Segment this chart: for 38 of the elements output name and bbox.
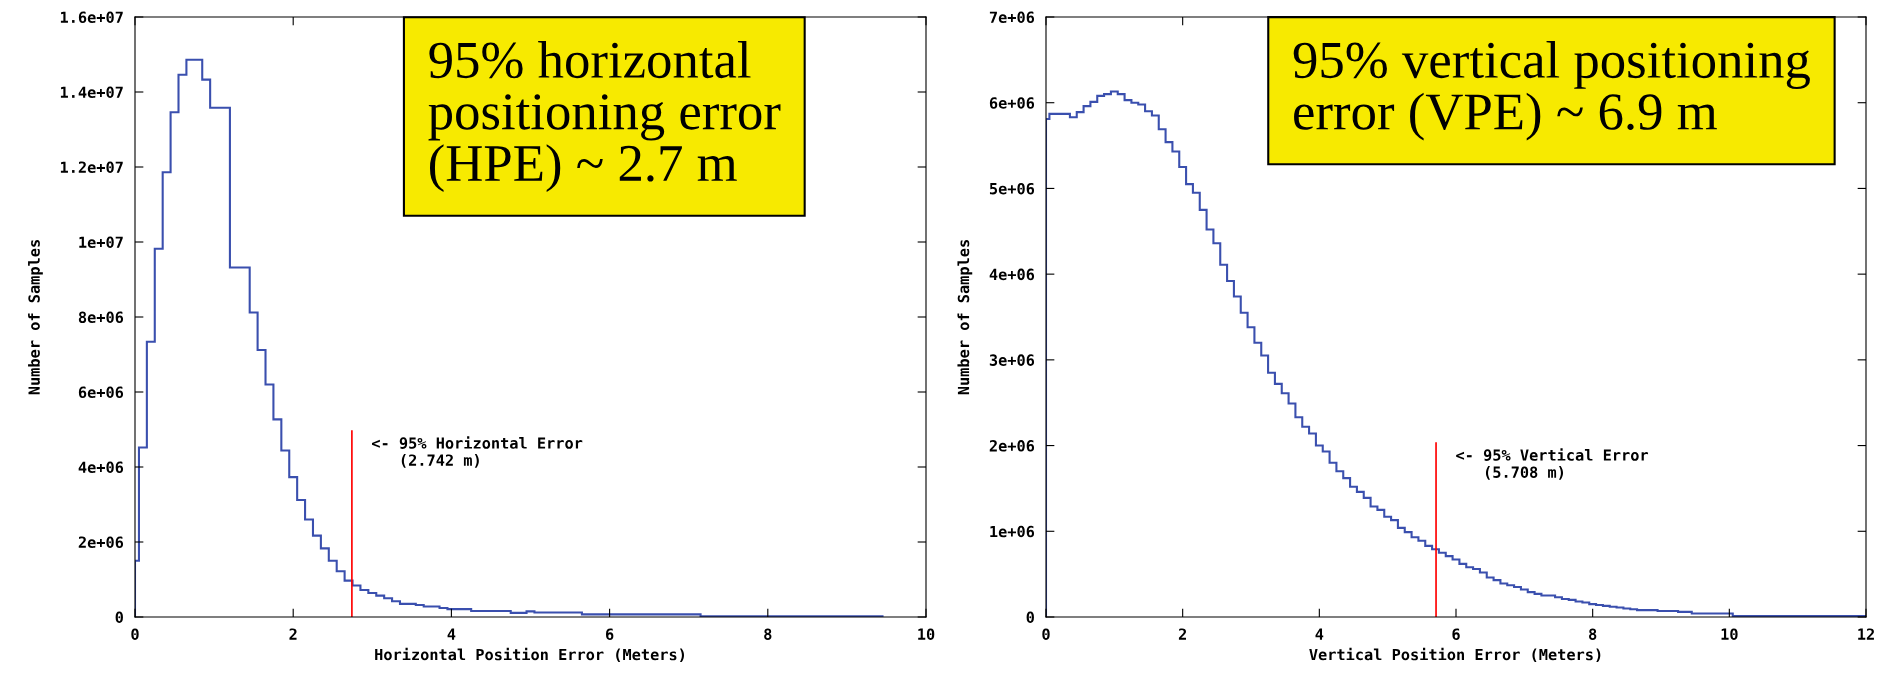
ref-line-label: <- 95% Vertical Error (5.708 m) xyxy=(1456,448,1649,480)
x-tick-label: 6 xyxy=(1452,628,1460,640)
y-tick-label: 6e+06 xyxy=(78,386,124,399)
y-tick-label: 4e+06 xyxy=(989,268,1035,281)
x-tick-label: 2 xyxy=(289,628,297,640)
y-tick-label: 5e+06 xyxy=(989,182,1035,195)
x-tick-label: 4 xyxy=(1315,628,1324,640)
y-tick-label: 1e+06 xyxy=(990,525,1035,538)
y-tick-label: 8e+06 xyxy=(78,311,124,324)
x-tick-label: 10 xyxy=(1721,628,1738,640)
x-axis-title: Horizontal Position Error (Meters) xyxy=(375,647,685,663)
y-tick-label: 2e+06 xyxy=(78,536,124,549)
annotation: 95% horizontal positioning error (HPE) ~ 2.7 m xyxy=(428,41,781,193)
y-axis-title: Number of Samples xyxy=(28,240,43,395)
x-axis-title: Vertical Position Error (Meters) xyxy=(1309,647,1601,663)
y-tick-label: 0 xyxy=(1026,611,1034,624)
y-tick-label: 1.6e+07 xyxy=(60,11,123,24)
ref-line-label: <- 95% Horizontal Error (2.742 m) xyxy=(371,436,583,468)
x-tick-label: 0 xyxy=(131,628,139,640)
x-tick-label: 0 xyxy=(1042,628,1050,640)
y-axis-title: Number of Samples xyxy=(957,240,973,395)
x-tick-label: 8 xyxy=(1589,628,1597,640)
y-tick-label: 0 xyxy=(115,611,123,624)
y-tick-label: 1e+07 xyxy=(79,236,123,249)
x-tick-label: 6 xyxy=(605,628,614,640)
y-tick-label: 1.4e+07 xyxy=(60,86,123,99)
annotation: 95% vertical positioning error (VPE) ~ 6.9 m xyxy=(1293,41,1810,141)
x-tick-label: 8 xyxy=(764,628,772,640)
y-tick-label: 1.2e+07 xyxy=(60,161,123,174)
y-tick-label: 7e+06 xyxy=(989,11,1035,24)
y-tick-label: 4e+06 xyxy=(78,461,124,474)
x-tick-label: 4 xyxy=(447,628,456,640)
y-tick-label: 2e+06 xyxy=(989,440,1035,452)
x-tick-label: 2 xyxy=(1178,628,1186,640)
x-tick-label: 10 xyxy=(918,628,935,640)
y-tick-label: 3e+06 xyxy=(989,354,1035,366)
y-tick-label: 6e+06 xyxy=(989,97,1035,109)
x-tick-label: 12 xyxy=(1858,628,1874,640)
